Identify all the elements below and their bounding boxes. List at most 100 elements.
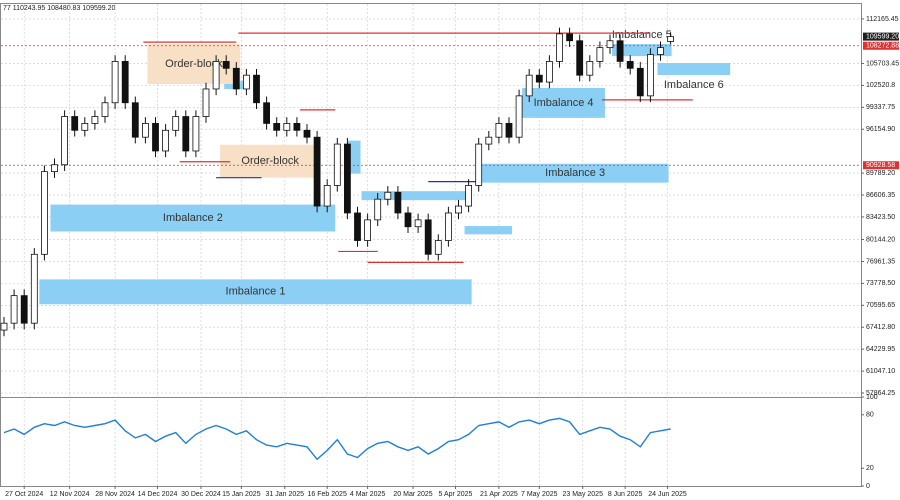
- candle-body: [414, 219, 422, 228]
- candle-body: [596, 47, 604, 62]
- candle-body: [192, 116, 200, 152]
- candle-body: [657, 47, 664, 55]
- candle-body: [566, 33, 573, 42]
- price-marker-box: [863, 41, 899, 50]
- header: 77 110243.95 108480.83 109599.20: [3, 5, 115, 12]
- zone-label: Imbalance 5: [612, 29, 672, 41]
- candle-body: [606, 40, 614, 49]
- x-tick-label: 15 Jan 2025: [222, 491, 261, 498]
- y-tick-label: 73778.50: [866, 280, 895, 287]
- candle-body: [384, 191, 392, 200]
- y-tick-label: 83423.50: [866, 214, 895, 221]
- y-tick-label: 112165.45: [866, 16, 899, 23]
- zone: [39, 279, 472, 305]
- x-tick-label: 24 Jun 2025: [648, 491, 687, 498]
- candle-body: [546, 61, 553, 83]
- candle-body: [0, 322, 8, 331]
- zone: [481, 163, 669, 183]
- candle-body: [434, 240, 442, 255]
- x-tick-label: 28 Nov 2024: [95, 491, 135, 498]
- candle-body: [141, 123, 149, 138]
- candle-body: [91, 116, 99, 124]
- price-marker-label: 108272.88: [866, 43, 899, 50]
- candle-body: [374, 198, 382, 221]
- zone-label: Imbalance 3: [545, 167, 605, 179]
- candle-body: [293, 123, 301, 131]
- x-tick-label: 8 Jun 2025: [608, 491, 643, 498]
- candle-body: [495, 123, 503, 138]
- y-tick-label: 99337.75: [866, 104, 895, 111]
- indicator-tick-label: 0: [866, 483, 870, 490]
- candle-body: [313, 136, 321, 207]
- candle-body: [81, 123, 89, 131]
- y-tick-label: 80144.20: [866, 236, 895, 243]
- candle-body: [444, 212, 452, 241]
- candle-body: [61, 116, 68, 166]
- zone-label: Imbalance 6: [664, 79, 724, 91]
- candle-body: [354, 212, 361, 241]
- x-tick-label: 21 Apr 2025: [480, 491, 518, 498]
- candle-body: [111, 61, 119, 104]
- zone-label: Order-block: [241, 155, 299, 167]
- candle-body: [182, 116, 190, 152]
- x-tick-label: 27 Oct 2024: [5, 491, 43, 498]
- candle-body: [71, 116, 79, 131]
- candle-body: [263, 102, 271, 124]
- indicator-panel-border: [0, 397, 862, 487]
- candle-body: [51, 164, 58, 173]
- candle-body: [222, 61, 230, 69]
- y-tick-label: 105703.45: [866, 60, 899, 67]
- candle-body: [121, 61, 129, 104]
- zone: [657, 63, 731, 75]
- candle-body: [283, 123, 291, 131]
- candle-body: [404, 212, 412, 228]
- zone-label: Imbalance 1: [226, 286, 286, 298]
- y-tick-label: 76961.35: [866, 258, 895, 265]
- candle-body: [333, 143, 341, 186]
- y-tick-label: 70595.65: [866, 302, 895, 309]
- candle-body: [212, 61, 220, 90]
- y-tick-label: 64229.95: [866, 346, 895, 353]
- candle-body: [343, 143, 351, 214]
- price-marker-label: 90928.58: [866, 162, 895, 169]
- x-tick-label: 4 Mar 2025: [350, 491, 386, 498]
- candle-body: [576, 40, 584, 76]
- last-price-box: [863, 32, 899, 41]
- candle-body: [253, 74, 260, 104]
- x-tick-label: 16 Feb 2025: [308, 491, 347, 498]
- candle-body: [616, 40, 624, 62]
- candle-body: [525, 74, 533, 97]
- y-tick-label: 61047.10: [866, 368, 895, 375]
- candle-body: [465, 185, 473, 207]
- zone: [522, 87, 605, 118]
- candle-body: [10, 295, 18, 324]
- indicator-tick-label: 20: [866, 465, 874, 472]
- candle-body: [636, 67, 644, 97]
- y-tick-label: 86606.35: [866, 192, 895, 199]
- candle-body: [303, 129, 311, 138]
- candle-body: [647, 54, 654, 97]
- zone-label: Imbalance 4: [534, 97, 594, 109]
- candle-body: [202, 88, 210, 117]
- candle-body: [20, 295, 28, 324]
- candle-body: [424, 219, 432, 255]
- x-tick-label: 7 May 2025: [521, 491, 558, 498]
- candle-body: [535, 74, 543, 83]
- price-marker-box: [863, 161, 899, 170]
- candle-body: [475, 143, 483, 186]
- candle-body: [586, 61, 594, 76]
- zone: [612, 44, 672, 57]
- candle-body: [162, 129, 170, 152]
- candle-body: [515, 95, 523, 138]
- x-tick-label: 23 May 2025: [562, 491, 603, 498]
- x-tick-label: 31 Jan 2025: [266, 491, 305, 498]
- x-tick-label: 20 Mar 2025: [393, 491, 432, 498]
- candle-body: [41, 171, 48, 255]
- candle-body: [556, 33, 563, 62]
- candle-body: [364, 219, 372, 241]
- candle-body: [626, 61, 634, 69]
- y-tick-label: 57864.25: [866, 390, 895, 397]
- x-tick-label: 14 Dec 2024: [138, 491, 178, 498]
